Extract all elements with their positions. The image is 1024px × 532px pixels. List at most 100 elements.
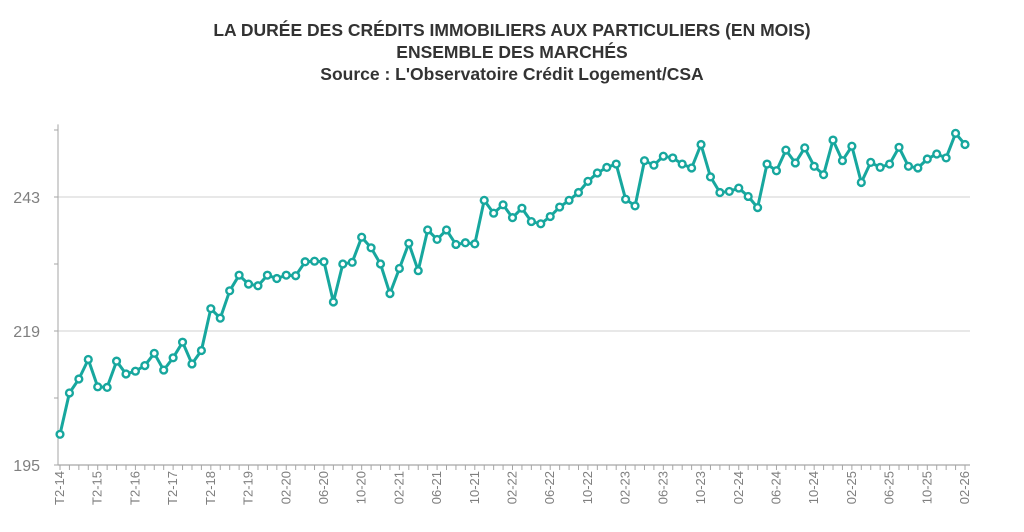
data-point [451, 239, 461, 250]
data-point [960, 139, 970, 150]
data-point [875, 162, 885, 173]
y-tick-label: 219 [13, 324, 40, 341]
data-point [950, 128, 961, 138]
x-tick-label: 06-20 [316, 471, 331, 504]
data-point [93, 382, 103, 392]
data-point [847, 141, 857, 151]
chart-subtitle: ENSEMBLE DES MARCHÉS [396, 42, 628, 62]
data-point [734, 183, 744, 193]
data-point [432, 234, 442, 245]
data-point [489, 208, 499, 218]
x-tick-label: 02-20 [278, 471, 293, 504]
data-point [83, 354, 93, 365]
data-point [470, 239, 480, 249]
data-point [781, 145, 791, 155]
x-tick-label: 02-22 [505, 471, 520, 504]
data-point [715, 187, 725, 198]
x-tick-label: 06-22 [542, 471, 557, 504]
data-point [555, 202, 565, 212]
x-tick-label: 06-21 [429, 471, 444, 504]
data-point [696, 139, 706, 150]
data-point [545, 211, 555, 222]
data-point [658, 151, 668, 161]
data-point [347, 257, 357, 267]
data-point [338, 259, 348, 269]
x-tick-label: 06-23 [655, 471, 670, 504]
series-line [58, 131, 967, 435]
data-point [753, 203, 763, 213]
x-tick-label: T2-15 [90, 471, 105, 505]
data-point [272, 273, 282, 284]
data-point [687, 163, 697, 173]
data-point [724, 186, 734, 197]
x-tick-label: 02-25 [844, 471, 859, 504]
data-point [366, 243, 376, 253]
data-point [55, 429, 65, 439]
data-point [903, 161, 914, 171]
data-point [64, 388, 75, 398]
data-point [639, 156, 650, 166]
data-point [630, 201, 640, 211]
data-point [592, 168, 602, 178]
x-tick-label: 02-23 [618, 471, 633, 504]
data-point [177, 337, 188, 347]
data-point [913, 163, 923, 173]
x-tick-label: 10-23 [693, 471, 708, 504]
data-point [225, 286, 235, 296]
data-point [668, 153, 678, 163]
data-point [762, 159, 772, 169]
data-point [828, 135, 838, 145]
x-tick-label: T2-16 [127, 471, 142, 505]
data-point [507, 213, 518, 223]
data-point [818, 170, 829, 180]
data-point [922, 154, 932, 164]
data-point [932, 149, 942, 159]
x-tick-label: 10-25 [919, 471, 934, 504]
chart-source: Source : L'Observatoire Crédit Logement/… [320, 64, 704, 84]
data-point [790, 158, 800, 168]
x-tick-label: T2-19 [241, 471, 256, 505]
data-point [394, 263, 404, 274]
data-point [159, 365, 169, 375]
data-point [281, 270, 291, 280]
data-point [677, 159, 687, 169]
data-point [309, 256, 320, 266]
data-point [187, 359, 197, 369]
data-point [413, 266, 423, 276]
x-tick-label: 10-20 [354, 471, 369, 504]
chart-title: LA DURÉE DES CRÉDITS IMMOBILIERS AUX PAR… [213, 20, 811, 40]
data-point [130, 366, 141, 376]
x-tick-label: 06-24 [768, 471, 783, 504]
data-point [460, 238, 470, 248]
data-point [102, 382, 112, 392]
x-tick-label: 10-24 [806, 471, 821, 504]
data-point [866, 157, 876, 167]
data-point [74, 374, 84, 384]
data-point [423, 225, 433, 235]
data-point [441, 225, 452, 235]
data-point [536, 219, 546, 229]
data-point [602, 162, 612, 173]
data-point [300, 257, 310, 267]
y-tick-label: 243 [13, 190, 40, 207]
data-point [517, 203, 527, 213]
data-point [621, 194, 631, 204]
data-point [498, 200, 508, 210]
y-tick-label: 195 [13, 458, 40, 475]
data-point [583, 176, 593, 186]
data-point [649, 160, 659, 170]
data-point [196, 345, 207, 356]
data-point [215, 313, 225, 323]
data-point [262, 270, 272, 280]
data-point [404, 238, 414, 248]
data-point [884, 159, 895, 169]
data-point [743, 191, 753, 202]
x-tick-label: 10-21 [467, 471, 482, 504]
data-point [837, 156, 848, 166]
data-point [526, 216, 536, 227]
data-point [357, 232, 367, 242]
data-point [111, 356, 122, 366]
data-point [140, 361, 150, 371]
x-tick-label: T2-18 [203, 471, 218, 505]
